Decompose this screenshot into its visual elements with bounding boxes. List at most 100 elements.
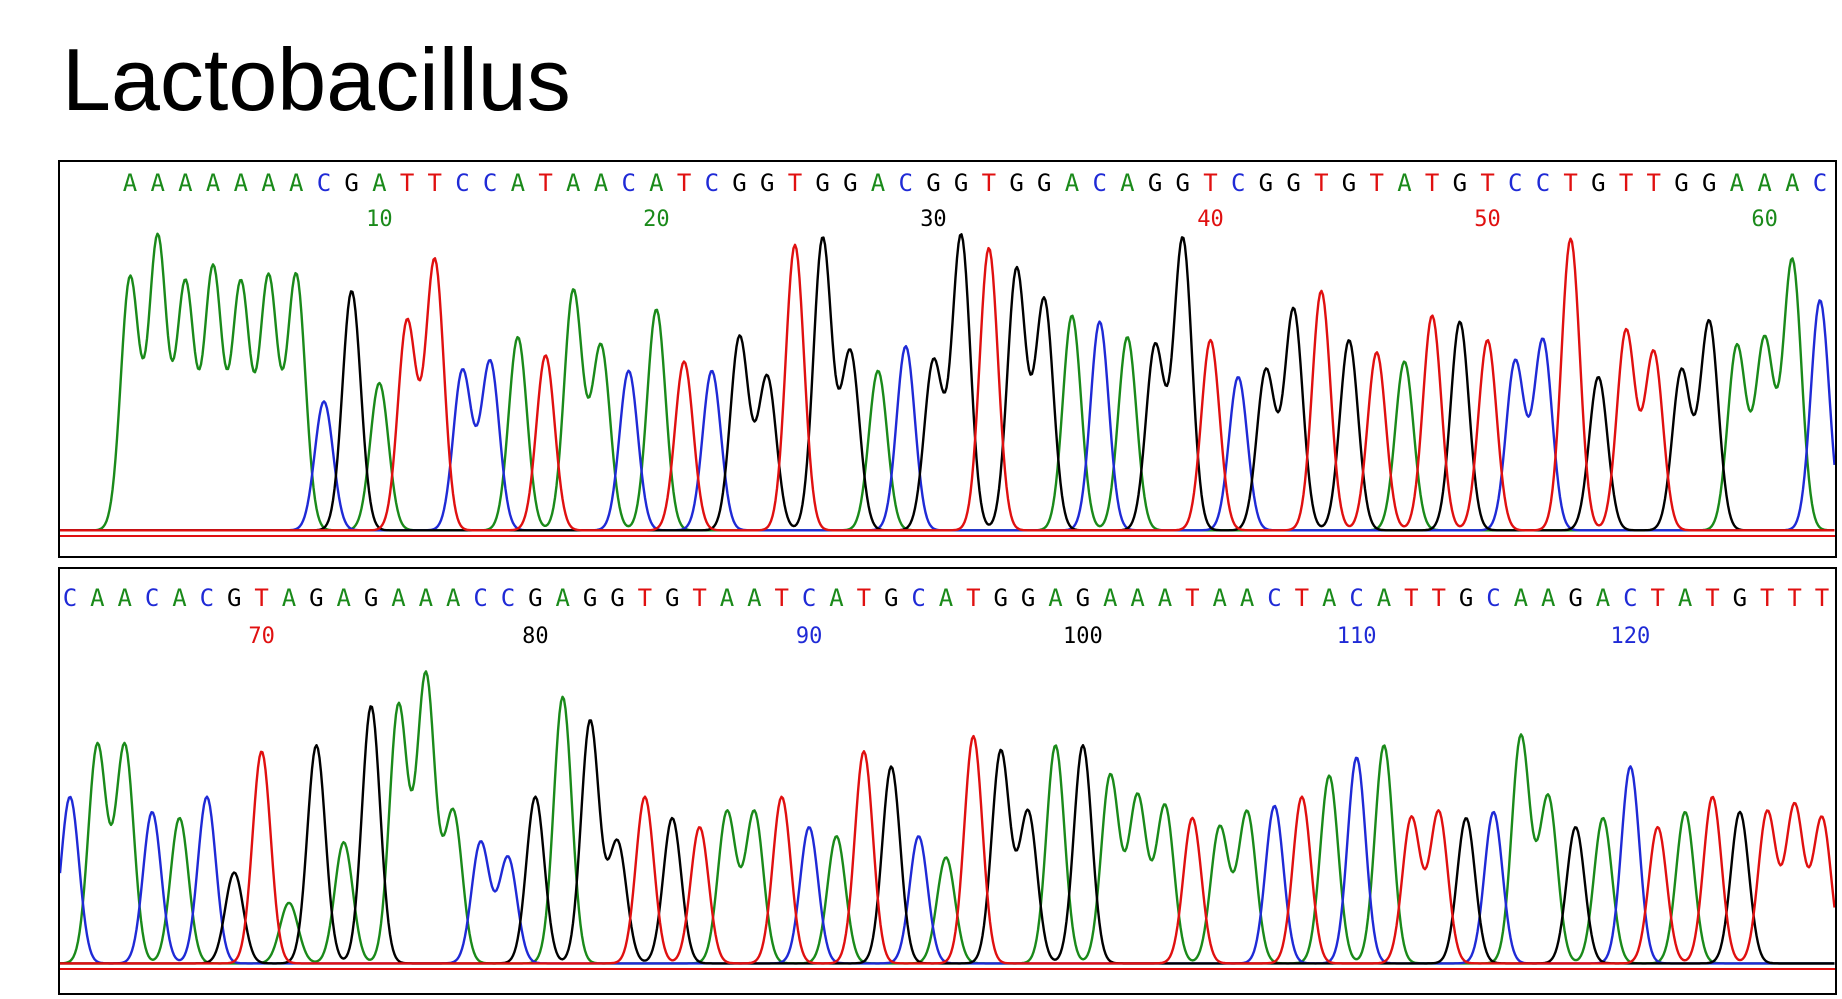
base-call-letter: T bbox=[1432, 584, 1446, 612]
base-call-letter: T bbox=[1651, 584, 1665, 612]
base-call-letter: A bbox=[90, 584, 105, 612]
base-call-letter: C bbox=[1813, 169, 1827, 197]
traces bbox=[60, 670, 1835, 965]
base-call-letter: G bbox=[1733, 584, 1747, 612]
base-call-letter: G bbox=[1176, 169, 1190, 197]
base-call-letter: C bbox=[1623, 584, 1637, 612]
trace-T bbox=[60, 237, 1835, 532]
base-call-letter: T bbox=[1480, 169, 1494, 197]
base-call-letter: A bbox=[419, 584, 434, 612]
base-call-letter: A bbox=[747, 584, 762, 612]
base-call-letter: A bbox=[391, 584, 406, 612]
base-call-letter: A bbox=[123, 169, 138, 197]
tick-label: 10 bbox=[366, 207, 393, 232]
base-call-letter: T bbox=[1815, 584, 1829, 612]
base-call-letter: C bbox=[1092, 169, 1106, 197]
base-call-letter: T bbox=[428, 169, 442, 197]
base-call-letter: T bbox=[400, 169, 414, 197]
base-call-letter: A bbox=[1678, 584, 1693, 612]
tick-label: 20 bbox=[643, 207, 670, 232]
base-call-letter: C bbox=[1267, 584, 1281, 612]
base-call-letter: T bbox=[1314, 169, 1328, 197]
base-call-letter: A bbox=[1596, 584, 1611, 612]
base-call-letter: A bbox=[1397, 169, 1412, 197]
base-call-letter: G bbox=[344, 169, 358, 197]
base-call-letter: G bbox=[732, 169, 746, 197]
base-call-letter: G bbox=[884, 584, 898, 612]
base-call-letter: G bbox=[954, 169, 968, 197]
base-call-letter: T bbox=[1404, 584, 1418, 612]
base-call-letter: G bbox=[610, 584, 624, 612]
base-call-letter: C bbox=[802, 584, 816, 612]
base-call-letter: A bbox=[1541, 584, 1556, 612]
base-call-letter: T bbox=[677, 169, 691, 197]
base-call-letter: A bbox=[372, 169, 387, 197]
base-call-letter: G bbox=[994, 584, 1008, 612]
base-call-letter: G bbox=[1286, 169, 1300, 197]
base-call-letter: A bbox=[556, 584, 571, 612]
base-call-letter: G bbox=[1342, 169, 1356, 197]
base-call-letter: C bbox=[145, 584, 159, 612]
base-call-letter: G bbox=[760, 169, 774, 197]
base-call-letter: A bbox=[1065, 169, 1080, 197]
traces bbox=[60, 232, 1835, 532]
base-call-letter: T bbox=[1705, 584, 1719, 612]
base-call-letter: T bbox=[1203, 169, 1217, 197]
base-call-letter: A bbox=[1322, 584, 1337, 612]
base-call-letter: A bbox=[649, 169, 664, 197]
base-call-letter: A bbox=[511, 169, 526, 197]
base-call-letter: G bbox=[1037, 169, 1051, 197]
base-call-letter: T bbox=[538, 169, 552, 197]
base-call-letter: G bbox=[1591, 169, 1605, 197]
base-call-letter: A bbox=[118, 584, 133, 612]
base-call-letter: A bbox=[1730, 169, 1745, 197]
base-call-letter: C bbox=[317, 169, 331, 197]
base-call-letter: G bbox=[926, 169, 940, 197]
base-call-letter: G bbox=[1259, 169, 1273, 197]
page-title: Lactobacillus bbox=[62, 30, 571, 129]
position-labels: 70 80 90 100 110 120 bbox=[248, 624, 1650, 649]
tick-label: 60 bbox=[1751, 207, 1778, 232]
base-call-letter: A bbox=[1785, 169, 1800, 197]
base-call-letter: G bbox=[1674, 169, 1688, 197]
base-call-letter: A bbox=[446, 584, 461, 612]
base-call-letter: C bbox=[200, 584, 214, 612]
base-call-letter: A bbox=[566, 169, 581, 197]
tick-label: 120 bbox=[1611, 624, 1651, 649]
base-call-letter: G bbox=[815, 169, 829, 197]
tick-label: 40 bbox=[1197, 207, 1224, 232]
base-call-letter: C bbox=[1349, 584, 1363, 612]
base-call-letter: A bbox=[1120, 169, 1135, 197]
base-call-letter: C bbox=[899, 169, 913, 197]
base-call-letter: G bbox=[1459, 584, 1473, 612]
base-call-letter: T bbox=[1787, 584, 1801, 612]
base-call-letter: G bbox=[1076, 584, 1090, 612]
tick-label: 30 bbox=[920, 207, 947, 232]
base-call-letter: A bbox=[172, 584, 187, 612]
tick-label: 50 bbox=[1474, 207, 1501, 232]
base-call-letter: C bbox=[483, 169, 497, 197]
base-call-letter: T bbox=[1563, 169, 1577, 197]
tick-label: 100 bbox=[1063, 624, 1103, 649]
base-call-letter: A bbox=[337, 584, 352, 612]
base-call-letter: G bbox=[1453, 169, 1467, 197]
tick-label: 80 bbox=[522, 624, 549, 649]
base-call-letter: A bbox=[1240, 584, 1255, 612]
base-call-letter: A bbox=[150, 169, 165, 197]
base-call-letter: C bbox=[1231, 169, 1245, 197]
base-call-letter: C bbox=[1508, 169, 1522, 197]
base-call-letter: A bbox=[1048, 584, 1063, 612]
base-call-letter: A bbox=[206, 169, 221, 197]
base-call-letter: T bbox=[1647, 169, 1661, 197]
base-call-letter: A bbox=[1103, 584, 1118, 612]
base-call-letter: T bbox=[692, 584, 706, 612]
base-call-letter: C bbox=[1536, 169, 1550, 197]
trace-G bbox=[60, 705, 1835, 965]
base-call-letter: G bbox=[1021, 584, 1035, 612]
base-call-letter: C bbox=[473, 584, 487, 612]
base-call-letter: G bbox=[1009, 169, 1023, 197]
